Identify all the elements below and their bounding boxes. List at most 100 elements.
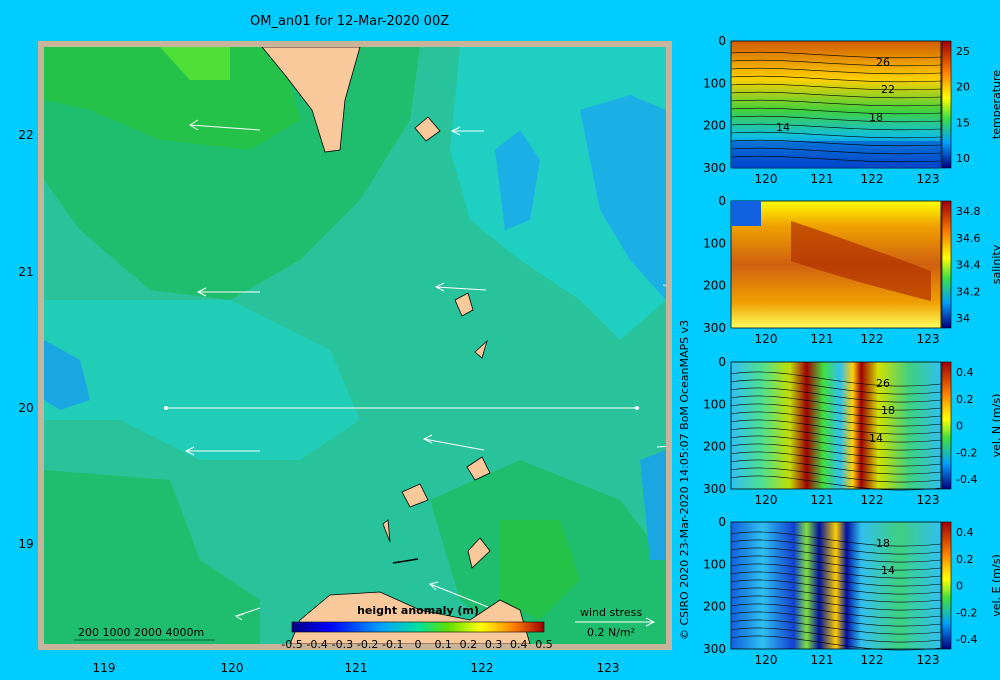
contour-label: 18 — [876, 537, 890, 550]
panel-colorbar-tick: -0.4 — [956, 633, 977, 646]
panel-y-tick: 300 — [703, 161, 726, 175]
section-panel: 120 121 122 123 0 100 200 300 34.8 34.6 34.4 34.2 34… — [703, 194, 1000, 346]
contour-label: 14 — [776, 121, 790, 134]
panel-y-tick: 100 — [703, 236, 726, 250]
panel-x-tick: 123 — [917, 332, 940, 346]
panel-variable-label: temperature — [990, 70, 1000, 139]
contour-label: 22 — [881, 83, 895, 96]
map-y-tick: 22 — [18, 128, 33, 142]
land-taiwan — [261, 47, 361, 153]
panel-y-tick: 200 — [703, 440, 726, 454]
panel-colorbar-tick: 34.2 — [956, 285, 981, 298]
panel-x-tick: 121 — [811, 172, 834, 186]
panel-colorbar-tick: -0.2 — [956, 446, 977, 459]
bathymetry-legend: 200 1000 2000 4000m — [78, 626, 204, 639]
panel-colorbar-tick: 34 — [956, 312, 970, 325]
wind-vectors — [184, 119, 666, 621]
panel-x-tick: 122 — [861, 172, 884, 186]
panel-colorbar-tick: 0 — [956, 580, 963, 593]
panel-y-tick: 0 — [718, 515, 726, 529]
map-title: OM_an01 for 12-Mar-2020 00Z — [250, 14, 450, 29]
panel-y-tick: 0 — [718, 34, 726, 48]
height-anomaly-field: 200 1000 2000 4000m wind stress 0.2 N/m² — [44, 47, 666, 644]
panel-colorbar-tick: 10 — [956, 152, 970, 165]
map-x-tick: 119 — [93, 661, 116, 675]
colorbar-tick: 0 — [415, 638, 422, 651]
panel-x-tick: 123 — [917, 172, 940, 186]
panel-variable-label: vel. N (m/s) — [990, 394, 1000, 458]
contour-label: 18 — [869, 111, 883, 124]
section-panel: 26 18 14 120 121 122 123 0 100 200 300 0.4 0.2 0 -0.2 -… — [703, 355, 1000, 507]
panel-colorbar-tick: -0.2 — [956, 606, 977, 619]
section-panel: 26 22 18 14 120 121 122 123 0 100 200 300 25 20 15 10 te… — [703, 34, 1000, 186]
wind-stress-label: wind stress — [580, 606, 642, 619]
panel-colorbar-tick: 0.2 — [956, 553, 974, 566]
panel-colorbar-tick: -0.4 — [956, 473, 977, 486]
panel-x-tick: 122 — [861, 493, 884, 507]
panel-x-tick: 120 — [755, 172, 778, 186]
map-x-tick: 121 — [345, 661, 368, 675]
colorbar-tick: -0.1 — [382, 638, 403, 651]
height-anomaly-colorbar: height anomaly (m) -0.5 -0.4 -0.3 -0.2 -0.1 0… — [281, 604, 552, 651]
panel-colorbar-tick: 0.4 — [956, 366, 974, 379]
panel-colorbar-tick: 15 — [956, 116, 970, 129]
panel-colorbar-tick: 0 — [956, 420, 963, 433]
section-panel: 18 14 120 121 122 123 0 100 200 300 0.4 0.2 0 -0.2 -0.… — [703, 515, 1000, 667]
contour-label: 14 — [869, 432, 883, 445]
colorbar-tick: -0.4 — [306, 638, 327, 651]
colorbar-tick: 0.3 — [485, 638, 503, 651]
panel-x-tick: 120 — [755, 493, 778, 507]
panel-y-tick: 300 — [703, 321, 726, 335]
panel-y-tick: 300 — [703, 482, 726, 496]
panel-x-tick: 120 — [755, 653, 778, 667]
colorbar-tick: 0.1 — [434, 638, 452, 651]
panel-colorbar-tick: 25 — [956, 45, 970, 58]
panel-colorbar-tick: 20 — [956, 81, 970, 94]
panel-x-tick: 121 — [811, 332, 834, 346]
map-y-tick: 19 — [18, 537, 33, 551]
panel-colorbar-tick: 0.4 — [956, 526, 974, 539]
panel-x-tick: 123 — [917, 493, 940, 507]
map-y-tick: 21 — [18, 265, 33, 279]
panel-x-tick: 122 — [861, 332, 884, 346]
colorbar-tick: -0.5 — [281, 638, 302, 651]
contour-label: 14 — [881, 564, 895, 577]
panel-x-tick: 120 — [755, 332, 778, 346]
panel-x-tick: 122 — [861, 653, 884, 667]
panel-y-tick: 100 — [703, 397, 726, 411]
panel-y-tick: 300 — [703, 642, 726, 656]
panel-colorbar-tick: 34.6 — [956, 232, 981, 245]
panel-y-tick: 200 — [703, 600, 726, 614]
wind-stress-arrow — [575, 617, 656, 627]
colorbar-tick: 0.2 — [460, 638, 478, 651]
map-x-tick: 122 — [471, 661, 494, 675]
colorbar-tick: 0.4 — [510, 638, 528, 651]
panel-x-tick: 121 — [811, 653, 834, 667]
panel-colorbar-tick: 34.8 — [956, 205, 981, 218]
colorbar-label: height anomaly (m) — [357, 604, 479, 617]
contour-label: 26 — [876, 377, 890, 390]
panel-y-tick: 200 — [703, 279, 726, 293]
panel-y-tick: 0 — [718, 194, 726, 208]
colorbar-tick: -0.2 — [357, 638, 378, 651]
section-panels: 26 22 18 14 120 121 122 123 0 100 200 300 25 20 15 10 te… — [703, 34, 1000, 667]
colorbar-tick: -0.3 — [332, 638, 353, 651]
contour-label: 26 — [876, 56, 890, 69]
map-y-tick: 20 — [18, 401, 33, 415]
panel-y-tick: 100 — [703, 557, 726, 571]
panel-y-tick: 200 — [703, 119, 726, 133]
panel-y-tick: 0 — [718, 355, 726, 369]
map-x-tick: 123 — [597, 661, 620, 675]
panel-x-tick: 121 — [811, 493, 834, 507]
panel-x-tick: 123 — [917, 653, 940, 667]
panel-y-tick: 100 — [703, 76, 726, 90]
contour-label: 18 — [881, 404, 895, 417]
panel-colorbar-tick: 34.4 — [956, 259, 981, 272]
map-panel: 200 1000 2000 4000m wind stress 0.2 N/m²… — [18, 41, 672, 675]
wind-stress-value: 0.2 N/m² — [587, 626, 635, 639]
colorbar-tick: 0.5 — [535, 638, 553, 651]
panel-variable-label: vel. E (m/s) — [990, 554, 1000, 617]
panel-variable-label: salinity — [990, 244, 1000, 284]
panel-colorbar-tick: 0.2 — [956, 393, 974, 406]
map-x-tick: 120 — [221, 661, 244, 675]
